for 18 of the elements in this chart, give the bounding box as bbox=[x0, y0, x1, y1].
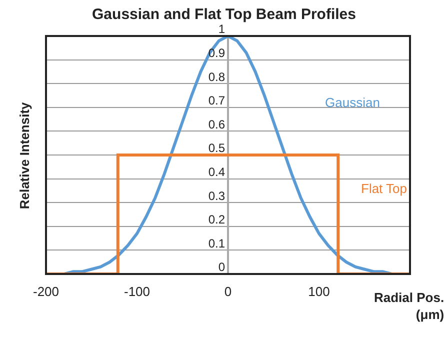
y-tick-label: 0.8 bbox=[208, 70, 226, 84]
x-tick-label: -100 bbox=[124, 284, 150, 299]
y-tick-label: 1 bbox=[218, 22, 226, 36]
y-tick-label: 0.3 bbox=[208, 188, 226, 203]
y-tick-label: 0.5 bbox=[208, 141, 226, 156]
x-axis-title: Radial Pos. (μm) bbox=[374, 290, 444, 322]
chart-title: Gaussian and Flat Top Beam Profiles bbox=[92, 6, 356, 23]
y-axis-title: Relative Intensity bbox=[17, 101, 32, 210]
y-tick-label: 0.6 bbox=[208, 117, 226, 132]
x-tick-label: 100 bbox=[308, 284, 330, 299]
text: Gaussian bbox=[325, 95, 380, 110]
series-label: Flat Top bbox=[361, 181, 408, 196]
y-tick-label: 0 bbox=[218, 260, 226, 274]
y-tick-label: 0.2 bbox=[208, 212, 226, 227]
y-tick-label: 0.7 bbox=[208, 94, 226, 108]
y-tick-label: 0.4 bbox=[208, 165, 226, 179]
y-tick-label: 0.1 bbox=[208, 236, 226, 250]
x-tick-label: -200 bbox=[32, 284, 60, 299]
